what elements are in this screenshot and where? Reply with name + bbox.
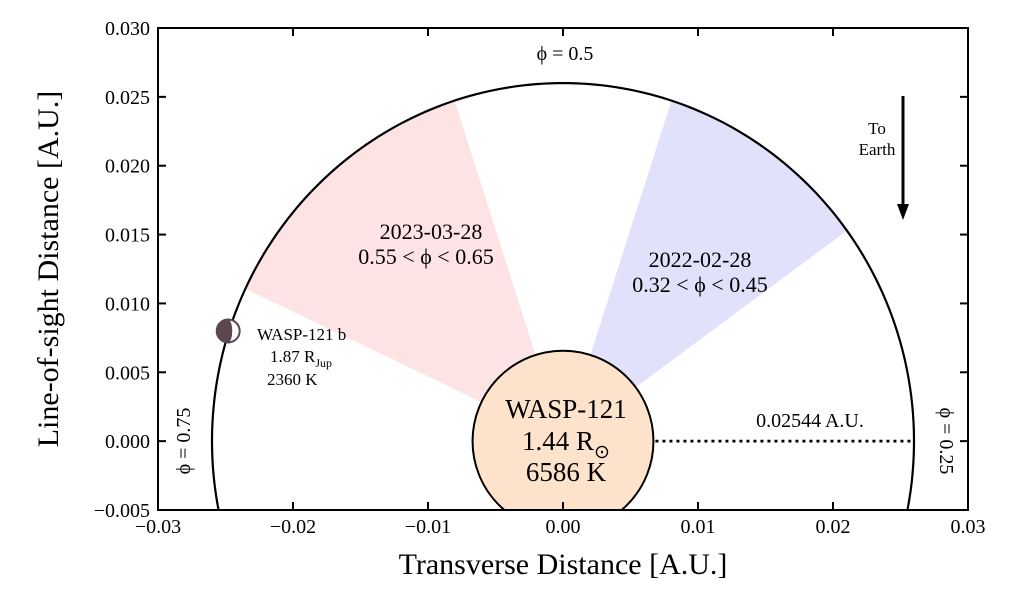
planet-temperature-label: 2360 K: [267, 370, 318, 389]
y-tick-label: 0.005: [105, 362, 150, 384]
x-tick-label: −0.03: [135, 516, 181, 538]
planet-nightside: [216, 319, 233, 343]
y-axis: −0.005 0.000 0.005 0.010 0.015 0.020 0.025 0.03…: [94, 18, 968, 522]
x-tick-label: −0.02: [270, 516, 316, 538]
x-tick-label: 0.00: [546, 516, 581, 538]
phase-wedge-2022-02-28: [245, 100, 563, 442]
x-tick-label: 0.01: [681, 516, 716, 538]
y-tick-label: 0.000: [105, 431, 150, 453]
planet-radius-label: 1.87 RJup: [270, 347, 332, 370]
phase-label-top: ϕ = 0.5: [537, 43, 594, 65]
wedge-date-2022: 2022-02-28: [649, 247, 752, 272]
earth-arrow-label-to: To: [868, 119, 886, 138]
y-tick-label: 0.025: [105, 87, 150, 109]
wedge-date-2023: 2023-03-28: [380, 219, 483, 244]
star-radius-label: 1.44 R⊙: [522, 426, 610, 463]
earth-arrow-label-earth: Earth: [859, 140, 896, 159]
phase-label-left: ϕ = 0.75: [173, 408, 195, 475]
semi-major-axis-label: 0.02544 A.U.: [756, 410, 864, 432]
star-name-label: WASP-121: [505, 394, 627, 424]
x-tick-label: −0.01: [405, 516, 451, 538]
x-tick-label: 0.02: [816, 516, 851, 538]
y-tick-label: 0.020: [105, 156, 150, 178]
y-tick-label: −0.005: [94, 500, 150, 522]
y-tick-label: 0.015: [105, 225, 150, 247]
planet-name-label: WASP-121 b: [257, 325, 346, 344]
x-axis-title: Transverse Distance [A.U.]: [399, 548, 728, 581]
wedge-phase-2022: 0.32 < ϕ < 0.45: [632, 272, 767, 297]
earth-arrow: [897, 96, 909, 220]
star-temperature-label: 6586 K: [526, 457, 607, 487]
phase-label-right: ϕ = 0.25: [935, 408, 957, 475]
y-axis-title: Line-of-sight Distance [A.U.]: [32, 91, 65, 448]
phase-wedge-2023-03-28: [563, 100, 847, 442]
y-tick-label: 0.030: [105, 18, 150, 40]
y-tick-label: 0.010: [105, 293, 150, 315]
star-disk: [471, 349, 655, 510]
wedge-phase-2023: 0.55 < ϕ < 0.65: [358, 244, 493, 269]
x-axis: −0.03 −0.02 −0.01 0.00 0.01 0.02 0.03: [135, 28, 986, 538]
x-tick-label: 0.03: [951, 516, 986, 538]
